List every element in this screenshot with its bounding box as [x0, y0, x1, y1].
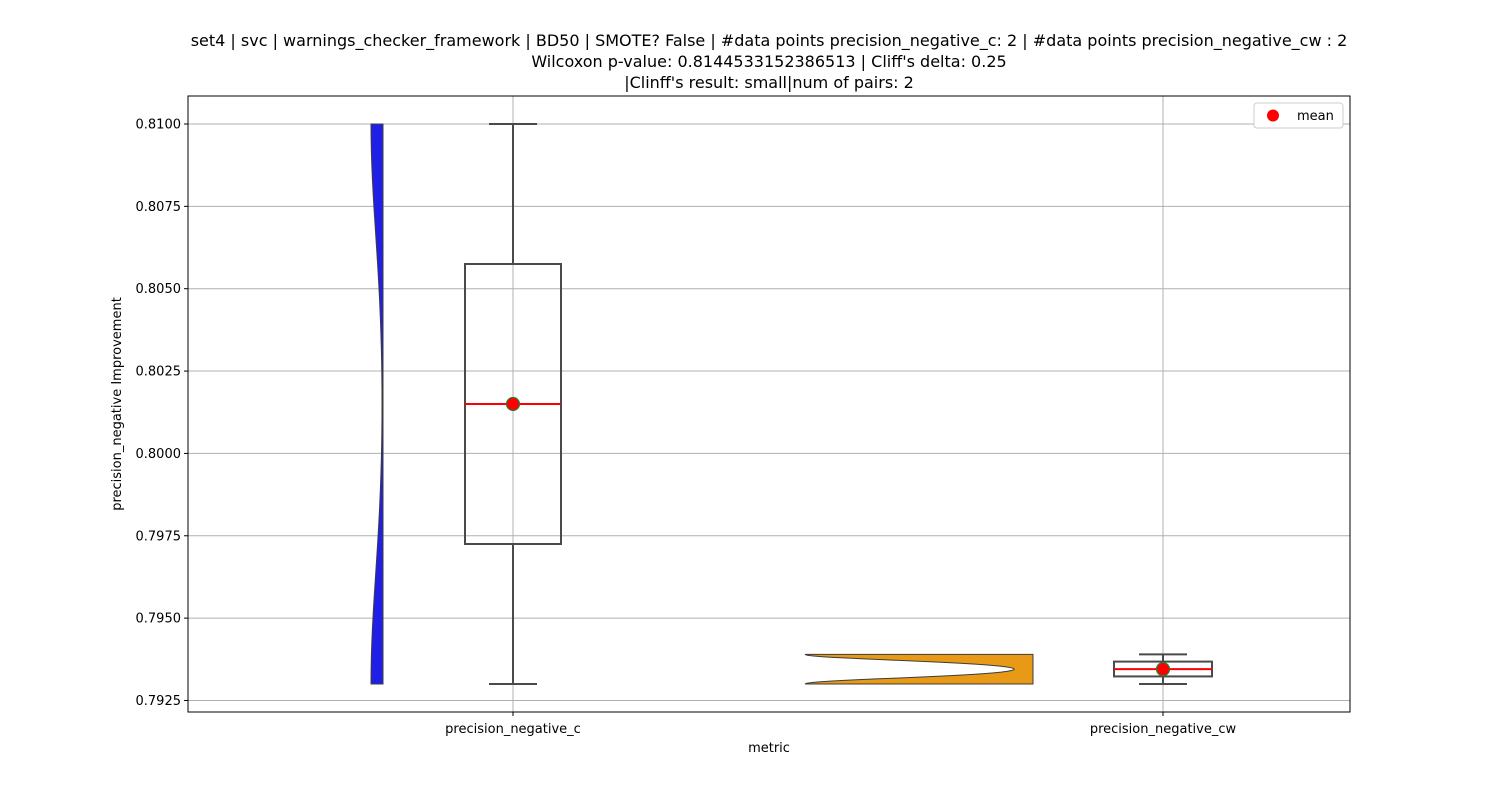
y-tick-label: 0.8100 — [136, 118, 182, 133]
y-tick-label: 0.8050 — [136, 282, 182, 297]
y-tick-label: 0.7925 — [136, 694, 182, 709]
box-layer — [464, 123, 1213, 685]
y-tick-label: 0.8075 — [136, 200, 182, 215]
chart-title-line-3: |Clinff's result: small|num of pairs: 2 — [624, 73, 914, 92]
y-tick-label: 0.8025 — [136, 365, 182, 380]
legend: mean — [1253, 102, 1344, 129]
chart-title-line-2: Wilcoxon p-value: 0.8144533152386513 | C… — [531, 52, 1007, 71]
y-tick-label: 0.8000 — [136, 447, 182, 462]
mean-marker — [1155, 662, 1171, 677]
x-tick-label: precision_negative_cw — [1090, 722, 1237, 737]
legend-mean-marker — [1267, 109, 1279, 122]
y-tick-label: 0.7975 — [136, 529, 182, 544]
y-axis-label: precision_negative Improvement — [110, 297, 125, 511]
x-tick-label: precision_negative_c — [445, 722, 581, 737]
legend-box — [1253, 102, 1344, 129]
violin-layer — [370, 123, 1034, 685]
axis-layer: 0.7925 0.7950 0.7975 0.8000 0.8025 0.8050 0.80… — [136, 118, 1237, 738]
legend-mean-label: mean — [1297, 109, 1334, 124]
violin-precision_negative_cw — [804, 653, 1034, 685]
chart-title-line-1: set4 | svc | warnings_checker_framework … — [190, 31, 1348, 50]
plot-frame — [187, 95, 1351, 713]
y-tick-label: 0.7950 — [136, 612, 182, 627]
violin-precision_negative_c — [370, 123, 384, 685]
x-axis-label: metric — [748, 741, 790, 756]
mean-marker — [505, 396, 521, 412]
grid-layer — [188, 96, 1350, 712]
